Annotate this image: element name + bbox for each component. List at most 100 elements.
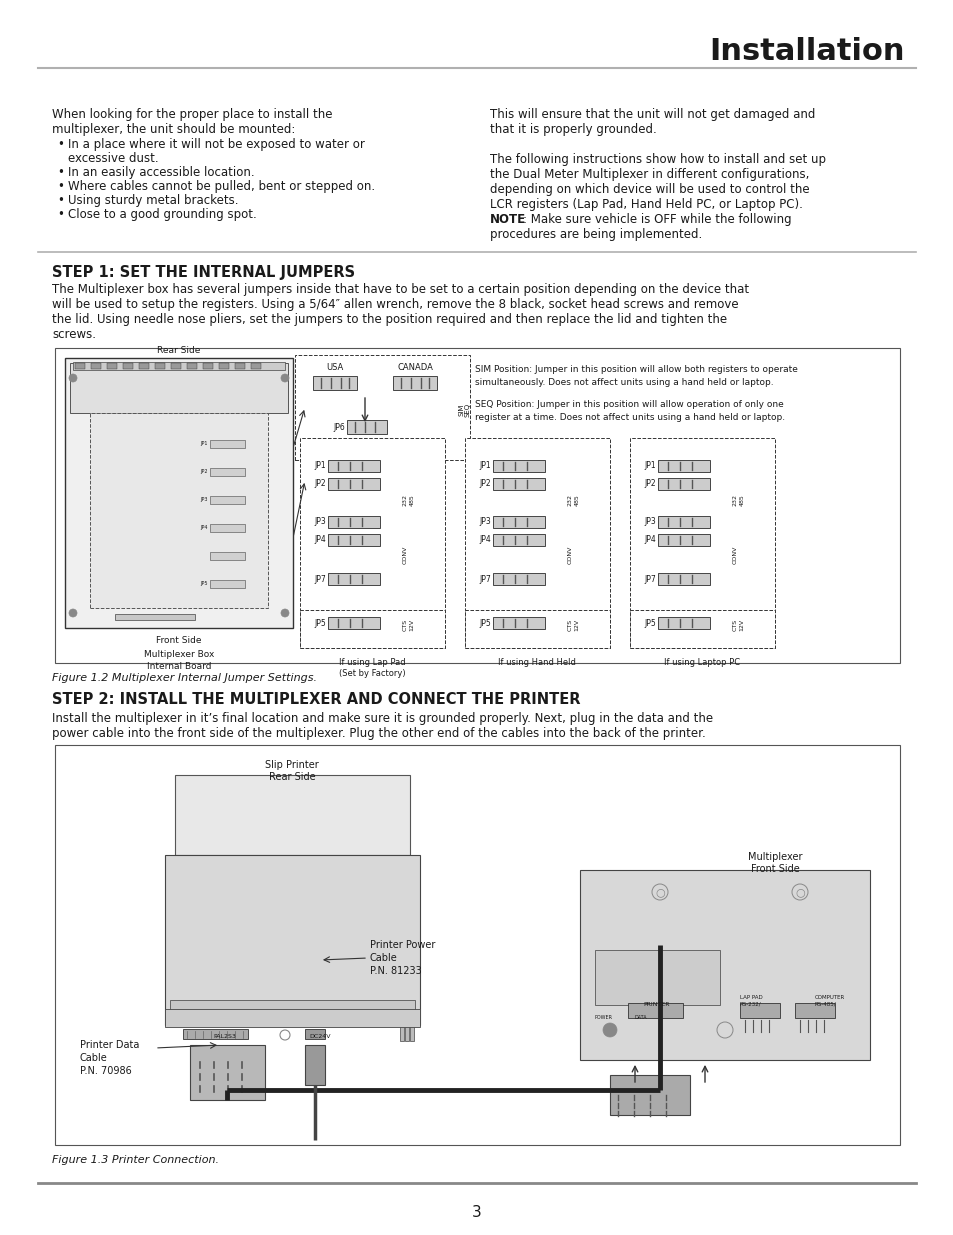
Text: that it is properly grounded.: that it is properly grounded. bbox=[490, 124, 656, 136]
Circle shape bbox=[69, 609, 77, 618]
Text: Figure 1.3 Printer Connection.: Figure 1.3 Printer Connection. bbox=[52, 1155, 219, 1165]
Text: •: • bbox=[57, 165, 64, 179]
Text: register at a time. Does not affect units using a hand held or laptop.: register at a time. Does not affect unit… bbox=[475, 412, 784, 422]
Text: depending on which device will be used to control the: depending on which device will be used t… bbox=[490, 183, 809, 196]
Text: (Set by Factory): (Set by Factory) bbox=[338, 669, 405, 678]
Text: The Multiplexer box has several jumpers inside that have to be set to a certain : The Multiplexer box has several jumpers … bbox=[52, 283, 748, 296]
Bar bbox=[658, 534, 709, 546]
Bar bbox=[740, 1003, 780, 1018]
Text: JP6: JP6 bbox=[333, 422, 345, 431]
Bar bbox=[210, 496, 245, 504]
Text: JP1: JP1 bbox=[200, 441, 208, 447]
Bar bbox=[595, 950, 720, 1005]
Text: 485: 485 bbox=[409, 494, 414, 506]
Text: multiplexer, the unit should be mounted:: multiplexer, the unit should be mounted: bbox=[52, 124, 295, 136]
Text: JP2: JP2 bbox=[200, 469, 208, 474]
Text: Installation: Installation bbox=[709, 37, 904, 67]
Text: procedures are being implemented.: procedures are being implemented. bbox=[490, 228, 701, 241]
Bar bbox=[170, 1000, 415, 1020]
Bar bbox=[493, 534, 544, 546]
Bar bbox=[115, 614, 194, 620]
Text: JP3: JP3 bbox=[314, 517, 326, 526]
Text: CONV: CONV bbox=[732, 546, 737, 564]
Text: In an easily accessible location.: In an easily accessible location. bbox=[68, 165, 254, 179]
Text: Multiplexer Box: Multiplexer Box bbox=[144, 650, 214, 659]
Bar bbox=[410, 1028, 414, 1041]
Text: DC24V: DC24V bbox=[309, 1035, 331, 1040]
Bar bbox=[328, 478, 379, 490]
Text: In a place where it will not be exposed to water or: In a place where it will not be exposed … bbox=[68, 138, 364, 151]
Text: PAL2S3: PAL2S3 bbox=[213, 1035, 236, 1040]
Bar bbox=[658, 618, 709, 629]
Bar bbox=[234, 363, 245, 369]
Text: CTS: CTS bbox=[732, 619, 737, 631]
Bar bbox=[658, 516, 709, 529]
Text: SEQ Position: Jumper in this position will allow operation of only one: SEQ Position: Jumper in this position wi… bbox=[475, 400, 783, 409]
Text: RS-232/: RS-232/ bbox=[740, 1002, 760, 1007]
Text: : Make sure vehicle is OFF while the following: : Make sure vehicle is OFF while the fol… bbox=[522, 212, 791, 226]
Bar bbox=[139, 363, 149, 369]
Text: 232: 232 bbox=[567, 494, 572, 506]
Text: The following instructions show how to install and set up: The following instructions show how to i… bbox=[490, 153, 825, 165]
Bar bbox=[305, 1045, 325, 1086]
Text: 12V: 12V bbox=[739, 619, 743, 631]
Bar bbox=[328, 618, 379, 629]
Bar bbox=[55, 348, 899, 663]
Text: excessive dust.: excessive dust. bbox=[68, 152, 158, 165]
Text: POWER: POWER bbox=[595, 1015, 613, 1020]
Bar bbox=[187, 363, 196, 369]
Text: ○: ○ bbox=[655, 887, 664, 897]
Text: CANADA: CANADA bbox=[396, 363, 433, 372]
Bar bbox=[171, 363, 181, 369]
Bar bbox=[210, 524, 245, 532]
Circle shape bbox=[69, 374, 77, 382]
Bar bbox=[627, 1003, 682, 1018]
Bar bbox=[347, 420, 387, 433]
Bar bbox=[658, 459, 709, 472]
Text: CONV: CONV bbox=[567, 546, 572, 564]
Text: Figure 1.2 Multiplexer Internal Jumper Settings.: Figure 1.2 Multiplexer Internal Jumper S… bbox=[52, 673, 316, 683]
Bar bbox=[123, 363, 132, 369]
Bar bbox=[305, 1029, 325, 1039]
Text: JP1: JP1 bbox=[643, 462, 656, 471]
Text: CTS: CTS bbox=[402, 619, 407, 631]
Text: 232: 232 bbox=[732, 494, 737, 506]
Text: Printer Data: Printer Data bbox=[80, 1040, 139, 1050]
Bar bbox=[579, 869, 869, 1060]
Text: When looking for the proper place to install the: When looking for the proper place to ins… bbox=[52, 107, 333, 121]
Bar bbox=[493, 478, 544, 490]
Circle shape bbox=[281, 609, 289, 618]
Bar bbox=[299, 438, 444, 648]
Text: USA: USA bbox=[326, 363, 343, 372]
Bar bbox=[91, 363, 101, 369]
Bar bbox=[165, 1009, 419, 1028]
Bar bbox=[190, 1045, 265, 1100]
Text: JP2: JP2 bbox=[643, 479, 656, 489]
Bar bbox=[55, 745, 899, 1145]
Text: ○: ○ bbox=[794, 887, 804, 897]
Bar bbox=[107, 363, 117, 369]
Text: simultaneously. Does not affect units using a hand held or laptop.: simultaneously. Does not affect units us… bbox=[475, 378, 773, 387]
Text: JP1: JP1 bbox=[478, 462, 491, 471]
Text: JP3: JP3 bbox=[643, 517, 656, 526]
Text: P.N. 70986: P.N. 70986 bbox=[80, 1066, 132, 1076]
Text: will be used to setup the registers. Using a 5/64″ allen wrench, remove the 8 bl: will be used to setup the registers. Usi… bbox=[52, 298, 738, 311]
Bar bbox=[328, 573, 379, 585]
Text: STEP 2: INSTALL THE MULTIPLEXER AND CONNECT THE PRINTER: STEP 2: INSTALL THE MULTIPLEXER AND CONN… bbox=[52, 692, 579, 706]
Bar bbox=[210, 440, 245, 448]
Bar bbox=[399, 1028, 403, 1041]
Bar bbox=[328, 534, 379, 546]
Text: the lid. Using needle nose pliers, set the jumpers to the position required and : the lid. Using needle nose pliers, set t… bbox=[52, 312, 726, 326]
Text: JP7: JP7 bbox=[314, 574, 326, 583]
Bar bbox=[219, 363, 229, 369]
Bar bbox=[658, 573, 709, 585]
Bar bbox=[73, 362, 285, 370]
Text: JP5: JP5 bbox=[478, 619, 491, 627]
Text: JP2: JP2 bbox=[478, 479, 491, 489]
Text: Internal Board: Internal Board bbox=[147, 662, 211, 671]
Bar bbox=[493, 516, 544, 529]
Text: 12V: 12V bbox=[574, 619, 578, 631]
Text: JP5: JP5 bbox=[200, 582, 208, 587]
Text: LCR registers (Lap Pad, Hand Held PC, or Laptop PC).: LCR registers (Lap Pad, Hand Held PC, or… bbox=[490, 198, 802, 211]
Bar bbox=[393, 375, 436, 390]
